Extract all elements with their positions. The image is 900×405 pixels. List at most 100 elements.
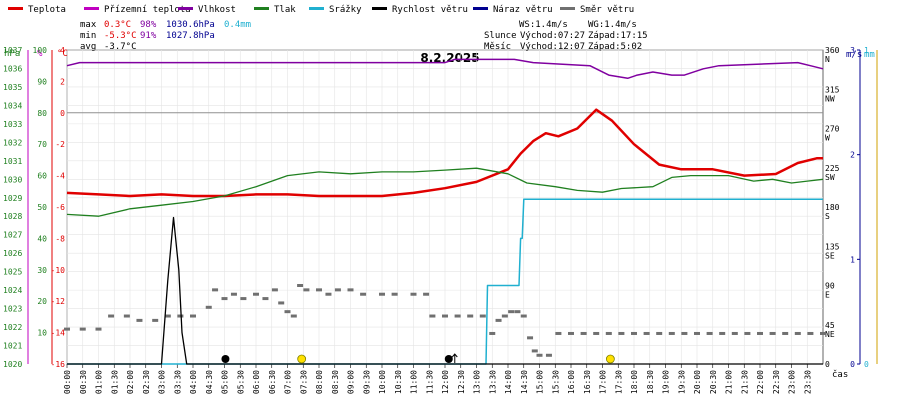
wind-direction-point <box>545 353 552 357</box>
wind-direction-point <box>568 331 574 335</box>
direction-compass-label: NE <box>825 330 835 339</box>
x-tick: 02:30 <box>142 370 151 394</box>
pressure-tick: 1025 <box>3 268 22 277</box>
x-tick: 12:30 <box>457 370 466 394</box>
wind-direction-point <box>325 292 332 296</box>
humidity-tick: 40 <box>37 234 47 243</box>
x-tick: 12:00 <box>441 370 450 394</box>
wind-direction-point <box>454 314 461 318</box>
x-tick: 13:30 <box>488 370 497 394</box>
wind-direction-point <box>290 314 297 318</box>
x-tick: 11:30 <box>425 370 434 394</box>
wind-direction-point <box>706 331 713 335</box>
x-tick: 00:30 <box>79 370 88 394</box>
x-tick: 19:00 <box>662 370 671 394</box>
stat-press: 1027.8hPa <box>166 31 215 41</box>
legend: Teplota Přízemní teplota Vlhkost Tlak Srážky… <box>8 5 634 15</box>
legend-swatch <box>84 7 99 10</box>
wind-speed-info: WS:1.4m/s <box>519 20 568 30</box>
rain-tick: 1 <box>864 46 869 55</box>
humidity-tick: 80 <box>37 109 47 118</box>
stat-temp: -3.7°C <box>104 42 137 52</box>
wind-direction-point <box>262 297 269 301</box>
moonrise-marker <box>444 355 453 363</box>
stat-label: min <box>80 31 96 41</box>
wind-direction-point <box>467 314 474 318</box>
moonrise-arrow-icon <box>451 353 458 363</box>
x-tick: 09:30 <box>362 370 371 394</box>
stat-temp: -5.3°C <box>104 31 137 41</box>
sun-label: Slunce <box>484 31 517 41</box>
pressure-tick: 1031 <box>3 157 22 166</box>
wind-direction-point <box>379 292 385 296</box>
pressure-tick: 1029 <box>3 194 22 203</box>
wind-direction-point <box>531 349 538 353</box>
wind-axis-label: m/s <box>846 50 862 60</box>
direction-tick: 270 <box>825 125 840 134</box>
x-tick: 06:00 <box>252 370 261 394</box>
wind-direction-point <box>391 292 398 296</box>
wind-direction-point <box>520 314 527 318</box>
sunrise-time: Východ:07:27 <box>520 31 585 41</box>
legend-label: Rychlost větru <box>392 5 468 15</box>
x-tick: 01:30 <box>110 370 119 394</box>
x-tick: 22:00 <box>756 370 765 394</box>
x-tick: 14:30 <box>520 370 529 394</box>
pressure-tick: 1037 <box>3 46 22 55</box>
wind-direction-point <box>190 314 196 318</box>
temperature-tick: 4 <box>60 46 65 55</box>
pressure-axis-label: hPa <box>4 49 20 59</box>
wind-direction-point <box>212 288 219 292</box>
direction-tick: 315 <box>825 85 840 94</box>
stat-label: avg <box>80 42 96 52</box>
wind-direction-point <box>152 318 159 322</box>
x-tick: 03:00 <box>158 370 167 394</box>
direction-tick: 90 <box>825 282 835 291</box>
wind-direction-point <box>123 314 130 318</box>
moonrise-time: Východ:12:07 <box>520 42 585 52</box>
sunset-marker <box>605 354 615 364</box>
direction-compass-label: SE <box>825 251 835 260</box>
x-tick: 05:00 <box>221 370 230 394</box>
moonset-time: Západ:5:02 <box>588 42 642 52</box>
legend-label: Přízemní teplota <box>104 5 191 15</box>
x-tick: 16:30 <box>583 370 592 394</box>
pressure-tick: 1022 <box>3 323 22 332</box>
temperature-tick: -2 <box>55 140 65 149</box>
x-tick: 08:30 <box>331 370 340 394</box>
legend-swatch <box>560 7 575 10</box>
axes: hPa1020102110221023102410251026102710281… <box>3 46 878 394</box>
wind-direction-point <box>271 288 278 292</box>
stat-temp: 0.3°C <box>104 20 131 30</box>
legend-label: Vlhkost <box>198 5 236 15</box>
legend-swatch <box>473 7 488 10</box>
x-tick: 23:00 <box>788 370 797 394</box>
legend-swatch <box>178 7 193 10</box>
direction-compass-label: W <box>825 134 830 143</box>
temperature-tick: -6 <box>55 203 65 212</box>
wind-direction-point <box>360 292 367 296</box>
wind-direction-point <box>820 331 826 335</box>
wind-direction-point <box>514 310 521 314</box>
x-tick: 18:00 <box>630 370 639 394</box>
temperature-tick: -10 <box>51 266 66 275</box>
wind-direction-point <box>316 288 322 292</box>
temperature-tick: 2 <box>60 77 65 86</box>
wind-direction-point <box>253 292 259 296</box>
humidity-axis-label: % <box>37 49 43 59</box>
pressure-tick: 1021 <box>3 342 22 351</box>
wind-direction-point <box>668 331 675 335</box>
x-tick: 06:30 <box>268 370 277 394</box>
direction-tick: 135 <box>825 242 840 251</box>
wind-direction-point <box>782 331 789 335</box>
wind-direction-point <box>410 292 417 296</box>
series-line-wind <box>67 216 823 365</box>
direction-tick: 360 <box>825 46 840 55</box>
legend-label: Směr větru <box>580 5 634 15</box>
wind-direction-point <box>278 301 285 305</box>
wind-direction-point <box>240 297 247 301</box>
wind-direction-point <box>694 331 700 335</box>
wind-direction-point <box>334 288 341 292</box>
direction-compass-label: NW <box>825 94 835 103</box>
